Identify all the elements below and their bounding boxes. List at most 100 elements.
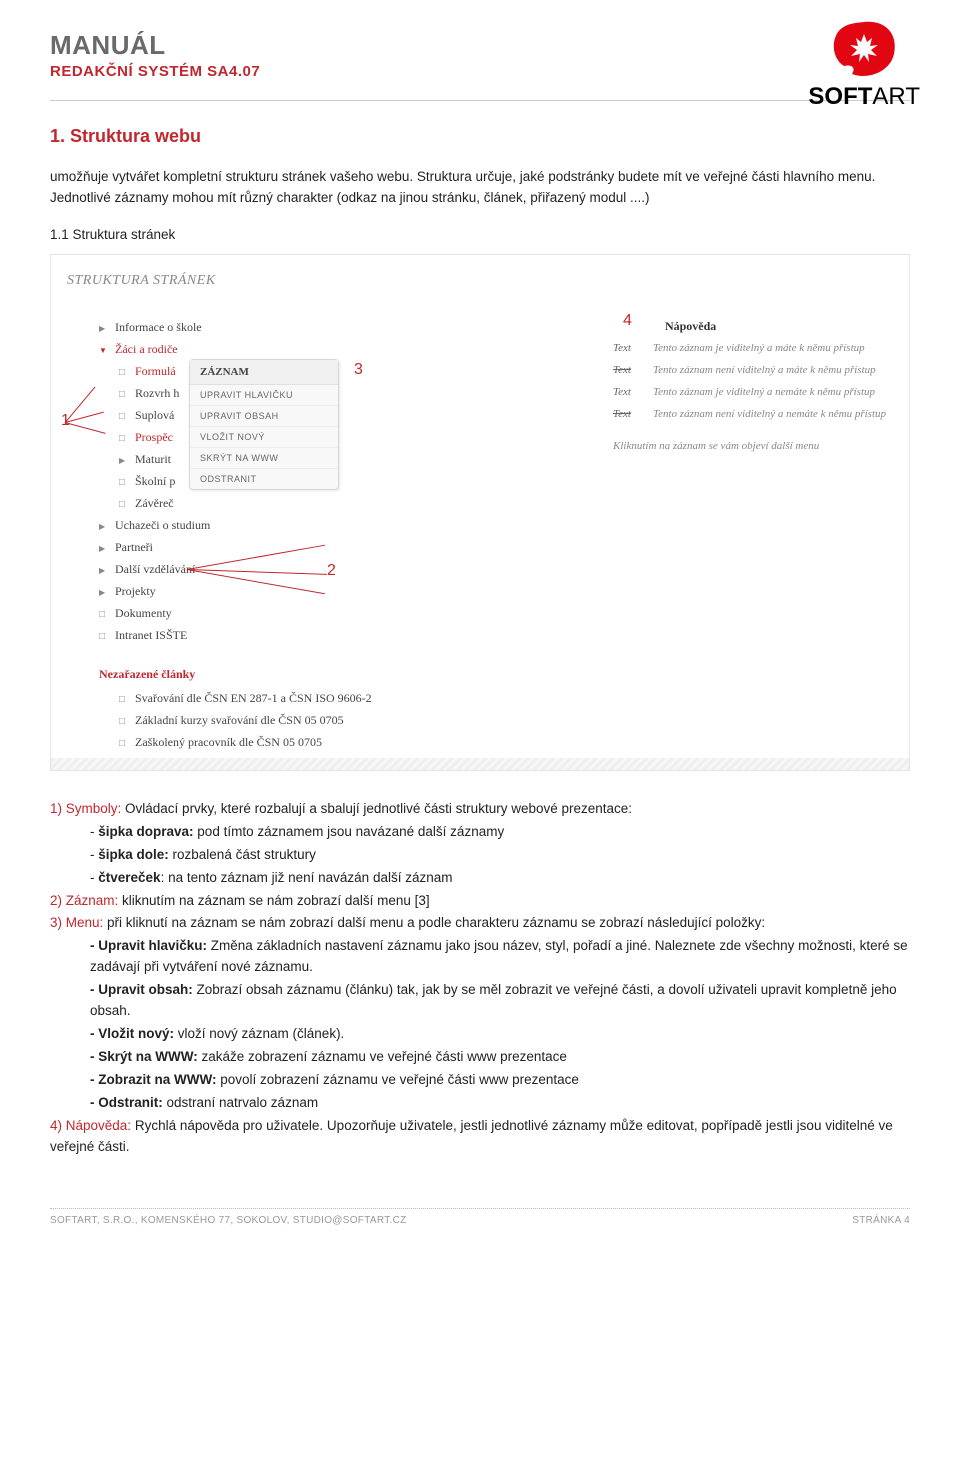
tree-item[interactable]: Partneři: [99, 537, 613, 559]
legend-bold: - Odstranit:: [90, 1095, 163, 1110]
tree-item[interactable]: Informace o škole: [99, 317, 613, 339]
tree-item[interactable]: Projekty: [99, 581, 613, 603]
screenshot-panel: STRUKTURA STRÁNEK 1 Informace o škole Žá…: [50, 254, 910, 771]
help-row: Text Tento záznam je viditelný a máte k …: [613, 342, 893, 354]
context-menu-item[interactable]: UPRAVIT OBSAH: [190, 406, 338, 427]
unassigned-block: Nezařazené články Svařování dle ČSN EN 2…: [99, 667, 613, 754]
screenshot-title: STRUKTURA STRÁNEK: [67, 273, 893, 289]
page-footer: SOFTART, S.R.O., KOMENSKÉHO 77, SOKOLOV,…: [50, 1208, 910, 1226]
help-row-label: Text: [613, 408, 653, 420]
tree-item[interactable]: Dokumenty: [99, 603, 613, 625]
context-menu-item[interactable]: ODSTRANIT: [190, 469, 338, 489]
logo-text: SOFTART: [808, 83, 920, 111]
legend-line: - Upravit obsah: Zobrazí obsah záznamu (…: [90, 980, 910, 1022]
context-menu-head: ZÁZNAM: [190, 360, 338, 385]
legend-num: 4) Nápověda:: [50, 1118, 131, 1133]
legend-text: odstraní natrvalo záznam: [163, 1095, 318, 1110]
help-row-text: Tento záznam není viditelný a máte k něm…: [653, 364, 893, 376]
legend-text: : na tento záznam již není navázán další…: [161, 870, 453, 885]
unassigned-item[interactable]: Základní kurzy svařování dle ČSN 05 0705: [99, 710, 613, 732]
help-footer: Kliknutím na záznam se vám objeví další …: [613, 440, 893, 452]
tree-item[interactable]: Maturit: [99, 449, 613, 471]
annotation-2: 2: [327, 562, 336, 580]
legend-text: Rychlá nápověda pro uživatele. Upozorňuj…: [50, 1118, 893, 1154]
help-row-label: Text: [613, 364, 653, 376]
legend-line: - Zobrazit na WWW: povolí zobrazení zázn…: [90, 1070, 910, 1091]
help-row: Text Tento záznam je viditelný a nemáte …: [613, 386, 893, 398]
legend-text: Ovládací prvky, které rozbalují a sbaluj…: [121, 801, 632, 816]
legend-line: 1) Symboly: Ovládací prvky, které rozbal…: [50, 799, 910, 820]
help-row-label: Text: [613, 386, 653, 398]
legend-bold: šipka doprava:: [98, 824, 193, 839]
legend-num: 2) Záznam:: [50, 893, 118, 908]
legend-bold: šipka dole:: [98, 847, 169, 862]
footer-left: SOFTART, S.R.O., KOMENSKÉHO 77, SOKOLOV,…: [50, 1215, 407, 1226]
help-row-text: Tento záznam je viditelný a máte k němu …: [653, 342, 893, 354]
tree-item[interactable]: Další vzdělávání: [99, 559, 613, 581]
legend-text: pod tímto záznamem jsou navázané další z…: [194, 824, 505, 839]
header-divider: [50, 100, 910, 101]
legend-text: rozbalená část struktury: [169, 847, 316, 862]
legend-bold: - Zobrazit na WWW:: [90, 1072, 216, 1087]
tree-item[interactable]: Intranet ISŠTE: [99, 625, 613, 647]
legend-line: - Skrýt na WWW: zakáže zobrazení záznamu…: [90, 1047, 910, 1068]
manual-title: MANUÁL: [50, 30, 910, 61]
tree-item[interactable]: Rozvrh h: [99, 383, 613, 405]
tree-children-wrap: Formulá Rozvrh h Suplová Prospěc Maturit…: [99, 361, 613, 515]
section-intro: umožňuje vytvářet kompletní strukturu st…: [50, 167, 910, 209]
tree-item[interactable]: Suplová: [99, 405, 613, 427]
tree-item[interactable]: Závěreč: [99, 493, 613, 515]
legend-text: při kliknutí na záznam se nám zobrazí da…: [103, 915, 765, 930]
page-header: MANUÁL REDAKČNÍ SYSTÉM SA4.07 SOFTART: [50, 30, 910, 80]
help-heading: Nápověda: [665, 319, 716, 334]
tree-item[interactable]: Prospěc: [99, 427, 613, 449]
legend-line: 3) Menu: při kliknutí na záznam se nám z…: [50, 913, 910, 934]
tree-item[interactable]: Uchazeči o studium: [99, 515, 613, 537]
legend-line: 2) Záznam: kliknutím na záznam se nám zo…: [50, 891, 910, 912]
legend-line: - šipka doprava: pod tímto záznamem jsou…: [90, 822, 910, 843]
legend-text: Zobrazí obsah záznamu (článku) tak, jak …: [90, 982, 897, 1018]
help-row: Text Tento záznam není viditelný a máte …: [613, 364, 893, 376]
footer-right: STRÁNKA 4: [852, 1215, 910, 1226]
legend-line: - Upravit hlavičku: Změna základních nas…: [90, 936, 910, 978]
help-column: 4 Nápověda Text Tento záznam je viditeln…: [613, 317, 893, 754]
tree-item[interactable]: Žáci a rodiče: [99, 339, 613, 361]
unassigned-item[interactable]: Svařování dle ČSN EN 287-1 a ČSN ISO 960…: [99, 688, 613, 710]
help-row: Text Tento záznam není viditelný a nemát…: [613, 408, 893, 420]
legend-line: - Odstranit: odstraní natrvalo záznam: [90, 1093, 910, 1114]
logo-text-thin: ART: [872, 83, 920, 110]
logo-bubble-icon: [828, 20, 900, 80]
legend-line: 4) Nápověda: Rychlá nápověda pro uživate…: [50, 1116, 910, 1158]
legend-block: 1) Symboly: Ovládací prvky, které rozbal…: [50, 799, 910, 1158]
context-menu: ZÁZNAM UPRAVIT HLAVIČKU UPRAVIT OBSAH VL…: [189, 359, 339, 490]
annotation-4: 4: [623, 312, 632, 330]
section-heading: 1. Struktura webu: [50, 126, 910, 147]
legend-bold: - Upravit hlavičku:: [90, 938, 207, 953]
help-row-label: Text: [613, 342, 653, 354]
legend-text: Změna základních nastavení záznamu jako …: [90, 938, 908, 974]
context-menu-item[interactable]: SKRÝT NA WWW: [190, 448, 338, 469]
section-subheading: 1.1 Struktura stránek: [50, 227, 910, 242]
legend-line: - Vložit nový: vloží nový záznam (článek…: [90, 1024, 910, 1045]
context-menu-item[interactable]: UPRAVIT HLAVIČKU: [190, 385, 338, 406]
manual-subtitle: REDAKČNÍ SYSTÉM SA4.07: [50, 63, 910, 80]
tree-item[interactable]: Školní p: [99, 471, 613, 493]
unassigned-item[interactable]: Zaškolený pracovník dle ČSN 05 0705: [99, 732, 613, 754]
legend-bold: - Skrýt na WWW:: [90, 1049, 198, 1064]
legend-line: - šipka dole: rozbalená část struktury: [90, 845, 910, 866]
legend-bold: - Vložit nový:: [90, 1026, 174, 1041]
tree-column: Informace o škole Žáci a rodiče Formulá …: [67, 317, 613, 754]
help-row-text: Tento záznam není viditelný a nemáte k n…: [653, 408, 893, 420]
logo-text-bold: SOFT: [808, 83, 872, 110]
legend-bold: - Upravit obsah:: [90, 982, 193, 997]
legend-bold: čtvereček: [98, 870, 160, 885]
legend-text: povolí zobrazení záznamu ve veřejné část…: [216, 1072, 578, 1087]
unassigned-heading: Nezařazené články: [99, 667, 613, 682]
context-menu-item[interactable]: VLOŽIT NOVÝ: [190, 427, 338, 448]
legend-text: kliknutím na záznam se nám zobrazí další…: [118, 893, 429, 908]
legend-num: 1) Symboly:: [50, 801, 121, 816]
brand-logo: SOFTART: [808, 20, 920, 111]
screenshot-body: 1 Informace o škole Žáci a rodiče Formul…: [67, 317, 893, 754]
annotation-3: 3: [354, 361, 363, 379]
legend-text: zakáže zobrazení záznamu ve veřejné část…: [198, 1049, 567, 1064]
